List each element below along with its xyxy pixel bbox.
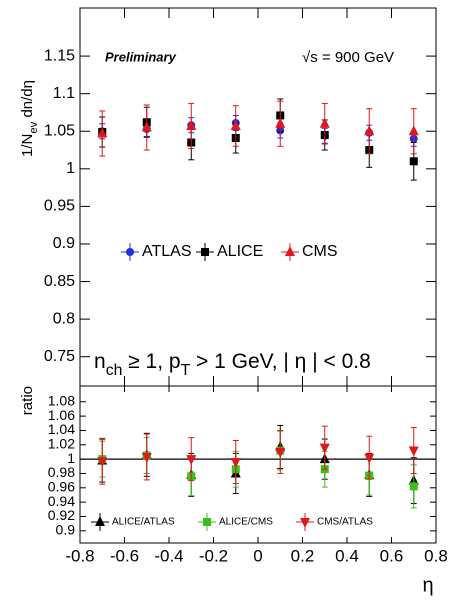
subscript: ev [28, 121, 40, 133]
y-tick-label: 0.9 [56, 522, 76, 538]
y-tick-label: 1.08 [48, 392, 75, 408]
subscript: T [181, 362, 191, 379]
y-tick-label: 1.02 [48, 435, 75, 451]
y-tick-label: 0.98 [48, 464, 75, 480]
x-tick-label: 0.2 [291, 546, 315, 565]
point [141, 452, 152, 463]
y-tick-label: 1.15 [44, 47, 75, 64]
chart-title: Preliminary [105, 49, 177, 64]
legend-marker [201, 248, 209, 256]
point [409, 157, 418, 166]
y-tick-label: 0.8 [53, 310, 75, 327]
y-tick-label: 1.04 [48, 421, 75, 437]
point [408, 446, 419, 457]
text-part: ≥ 1, p [122, 350, 180, 373]
point [275, 447, 286, 458]
y-tick-label: 1.06 [48, 407, 75, 423]
x-tick-label: -0.8 [65, 546, 94, 565]
y-tick-label: 1 [67, 450, 75, 466]
x-tick-label: 0.8 [424, 546, 448, 565]
x-axis-title: η [422, 574, 433, 596]
legend-marker [285, 246, 295, 256]
point [186, 455, 197, 466]
y-tick-label: 0.85 [44, 273, 75, 290]
y-tick-label: 1.05 [44, 122, 75, 139]
x-tick-label: 0 [253, 546, 262, 565]
y-axis-title: 1/Nev dn/dη [19, 80, 40, 157]
point [97, 127, 108, 138]
legend-marker [95, 516, 105, 526]
legend-label: ATLAS [142, 243, 192, 260]
y-tick-label: 1 [66, 160, 75, 177]
point [186, 119, 197, 130]
x-tick-label: 0.4 [335, 546, 359, 565]
point [364, 125, 375, 136]
legend-marker [300, 518, 310, 528]
y-tick-label: 0.92 [48, 507, 75, 523]
subscript: ch [106, 362, 123, 379]
text-part: > 1 GeV, | η | < 0.8 [190, 350, 371, 373]
text-part: 1/N [19, 134, 36, 157]
point [141, 121, 152, 132]
point [319, 443, 330, 454]
x-tick-label: 0.6 [380, 546, 404, 565]
point [275, 117, 286, 128]
legend-marker [203, 518, 211, 526]
y-tick-label: 0.94 [48, 493, 75, 509]
x-tick-label: -0.4 [154, 546, 183, 565]
annotation: nch ≥ 1, pT > 1 GeV, | η | < 0.8 [94, 350, 371, 379]
point [230, 457, 241, 468]
legend-label: ALICE [217, 243, 263, 260]
x-tick-label: -0.6 [110, 546, 139, 565]
point [319, 117, 330, 128]
chart-subtitle: √s = 900 GeV [302, 49, 394, 66]
y-tick-label: 1.1 [53, 85, 75, 102]
legend-label: ALICE/CMS [219, 517, 273, 528]
legend-label: ALICE/ATLAS [112, 517, 175, 528]
point [230, 119, 241, 130]
text-part: n [94, 350, 106, 373]
point [97, 457, 108, 468]
y-tick-label: 0.95 [44, 198, 75, 215]
legend-label: CMS/ATLAS [317, 517, 373, 528]
legend-label: CMS [302, 243, 338, 260]
y-tick-label: 0.9 [53, 235, 75, 252]
y-tick-label: 0.75 [44, 348, 75, 365]
legend-marker [126, 248, 134, 256]
text-part: dn/dη [19, 80, 36, 122]
point [409, 482, 418, 491]
point [364, 453, 375, 464]
y-tick-label: 0.96 [48, 479, 75, 495]
x-tick-label: -0.2 [199, 546, 228, 565]
point [408, 125, 419, 136]
ratio-axis-title: ratio [19, 386, 36, 415]
